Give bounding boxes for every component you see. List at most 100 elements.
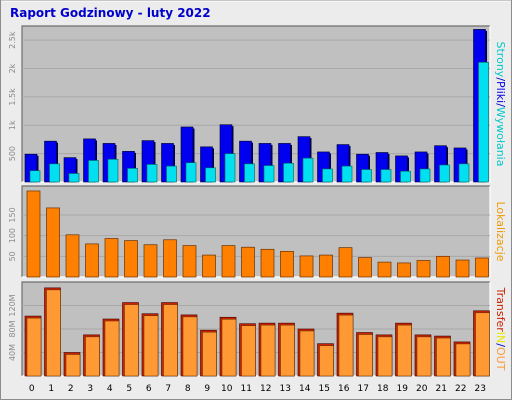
transfer-panel: 40M 80M 120M TransferIN/OUT: [8, 281, 507, 377]
hour-tick-label: 11: [241, 384, 252, 394]
hour-tick-label: 0: [29, 384, 35, 394]
lokalizacje-bar: [475, 257, 489, 278]
locations-y-tick-label: 100: [8, 228, 17, 243]
hour-tick-label: 9: [204, 384, 210, 394]
transfer-y-tick-label: 120M: [8, 294, 17, 316]
lokalizacje-bar: [241, 246, 255, 278]
transfer-out-bar: [397, 324, 412, 377]
transfer-out-bar: [182, 316, 198, 377]
hour-tick-label: 6: [146, 384, 152, 394]
visits-y-tick-label: 1.5k: [8, 88, 17, 106]
lokalizacje-bar: [299, 255, 314, 278]
transfer-out-bar: [299, 330, 315, 377]
transfer-legend-part: OUT: [494, 347, 507, 371]
locations-plot-area: [22, 186, 490, 277]
transfer-out-bar: [338, 314, 354, 377]
lokalizacje-bar: [163, 239, 177, 278]
hour-tick-label: 18: [377, 384, 389, 394]
visits-y-tick-label: 2k: [8, 63, 17, 73]
visits-legend-part: Wywołania: [494, 107, 507, 167]
transfer-out-bar: [85, 336, 100, 377]
pliki-bar: [185, 162, 197, 183]
pliki-bar: [146, 164, 158, 183]
transfer-y-tick-label: 40M: [8, 344, 17, 361]
lokalizacje-bar: [202, 254, 216, 278]
pliki-bar: [107, 159, 119, 183]
hour-tick-label: 2: [68, 384, 74, 394]
transfer-plot-shadow: [21, 281, 490, 376]
lokalizacje-bar: [416, 260, 431, 278]
transfer-out-bar: [260, 324, 276, 377]
visits-legend-part: Strony: [494, 42, 507, 78]
lokalizacje-bar: [65, 234, 80, 278]
hour-tick-label: 22: [455, 384, 466, 394]
hour-tick-label: 20: [416, 384, 428, 394]
pliki-bar: [439, 164, 450, 183]
visits-legend-part: /: [494, 103, 507, 107]
x-axis-labels: 0 1 2 3 4 5 6 7 8 9 10 11 12 13 14 15 16 17 18 19 20 21 22 23: [29, 384, 486, 394]
transfer-out-bar: [319, 345, 334, 377]
transfer-out-bar: [65, 354, 81, 377]
transfer-out-bar: [143, 315, 159, 377]
lokalizacje-bar: [436, 255, 450, 278]
transfer-out-bar: [475, 312, 490, 377]
pliki-bar: [341, 165, 353, 183]
visits-plot-area: [22, 26, 490, 182]
transfer-legend: TransferIN/OUT: [494, 287, 507, 371]
transfer-legend-part: IN: [494, 332, 507, 343]
transfer-out-bar: [124, 304, 139, 377]
pliki-bar: [127, 168, 138, 183]
transfer-plot-highlight: [22, 282, 491, 377]
lokalizacje-bar: [358, 257, 372, 278]
visits-legend-part: /: [494, 77, 507, 81]
transfer-legend-part: Transfer: [494, 287, 507, 333]
lokalizacje-bar: [26, 190, 41, 278]
pliki-bar: [380, 169, 392, 183]
transfer-out-bar: [241, 325, 256, 377]
hour-tick-label: 10: [221, 384, 233, 394]
lokalizacje-bar: [455, 259, 470, 278]
visits-y-tick-label: 1k: [8, 120, 17, 130]
pliki-bar: [49, 163, 60, 183]
locations-y-tick-label: 150: [8, 207, 17, 222]
lokalizacje-bar: [377, 261, 392, 278]
lokalizacje-bar: [46, 207, 60, 278]
pliki-bar: [166, 165, 177, 183]
visits-legend: Strony/Pliki/Wywołania: [494, 42, 507, 167]
transfer-out-bar: [221, 319, 237, 377]
hour-tick-label: 17: [358, 384, 369, 394]
chart-panels: 5001k1.5k2k2.5kStrony/Pliki/Wywołania501…: [8, 25, 507, 377]
lokalizacje-bar: [85, 243, 99, 278]
transfer-out-bar: [26, 317, 42, 377]
transfer-out-bar: [416, 336, 432, 377]
pliki-bar: [263, 165, 275, 183]
transfer-out-bar: [202, 331, 217, 377]
visits-plot-highlight: [22, 26, 491, 183]
pliki-bar: [302, 157, 314, 183]
pliki-bar: [458, 163, 470, 183]
visits-plot-shadow: [21, 25, 490, 182]
pliki-bar: [88, 160, 99, 183]
lokalizacje-bar: [143, 244, 158, 278]
pliki-bar: [224, 153, 236, 183]
transfer-legend-part: /: [494, 343, 507, 347]
lokalizacje-bar: [260, 248, 275, 278]
transfer-out-bar: [358, 334, 373, 377]
lokalizacje-bar: [280, 251, 294, 278]
pliki-bar: [244, 163, 255, 183]
visits-y-tick-label: 500: [8, 146, 17, 161]
transfer-out-bar: [104, 320, 120, 377]
pliki-bar: [283, 162, 294, 183]
hour-tick-label: 7: [165, 384, 171, 394]
pliki-bar: [419, 168, 431, 183]
transfer-out-bar: [280, 324, 295, 377]
hour-tick-label: 3: [87, 384, 93, 394]
transfer-out-bar: [163, 304, 178, 377]
lokalizacje-bar: [182, 245, 197, 278]
pliki-bar: [361, 169, 372, 183]
pliki-bar: [29, 170, 41, 183]
pliki-bar: [68, 173, 80, 183]
hour-tick-label: 16: [338, 384, 350, 394]
lokalizacje-bar: [397, 262, 411, 278]
